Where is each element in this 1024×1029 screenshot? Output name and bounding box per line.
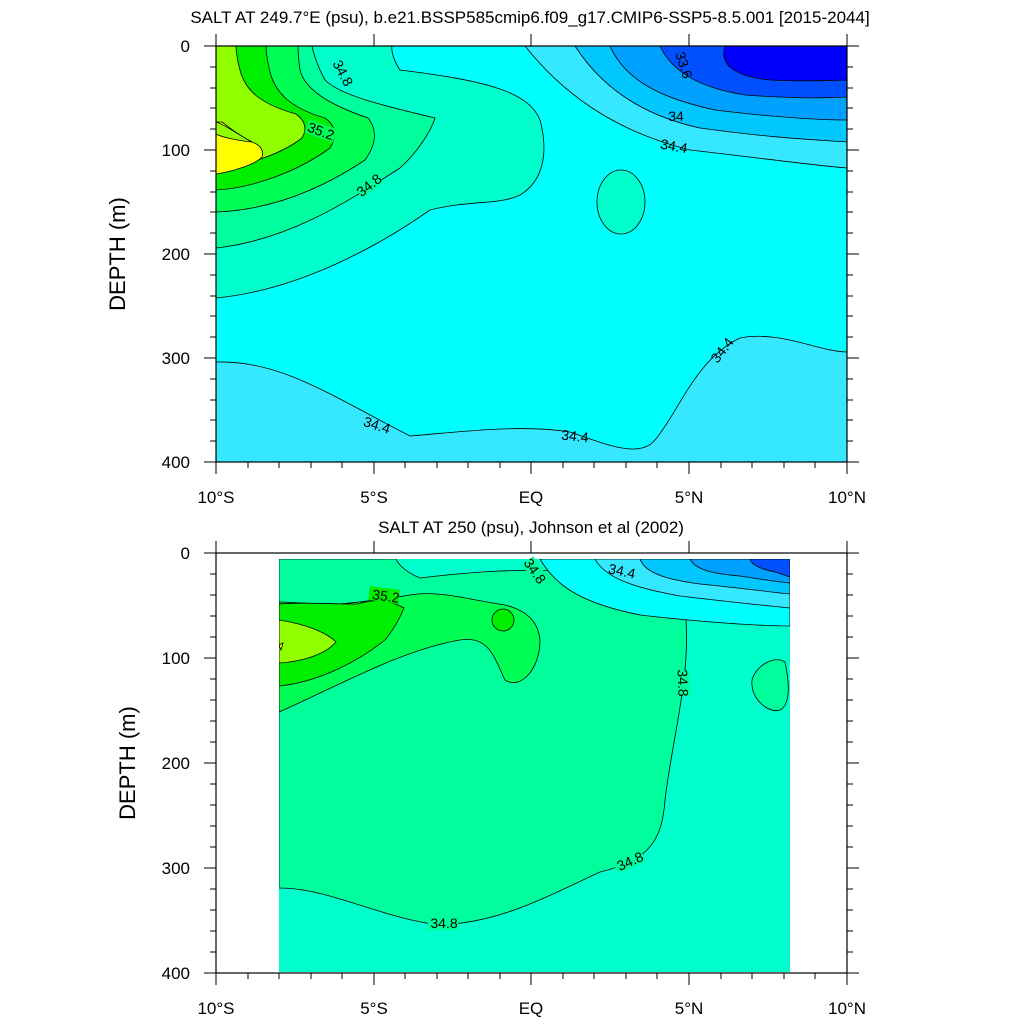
top-y-tick-label: 100 — [162, 141, 190, 160]
top-x-ticks — [215, 34, 848, 474]
bottom-contour-label: 35.2 — [371, 586, 400, 606]
bottom-y-tick-label: 0 — [181, 544, 190, 563]
bottom-x-tick-label: 5°N — [675, 999, 704, 1018]
bottom-fill-35.4 — [279, 619, 337, 664]
top-y-tick-label: 300 — [162, 349, 190, 368]
bottom-y-tick-label: 300 — [162, 859, 190, 878]
top-y-tick-label: 400 — [162, 453, 190, 472]
top-plot: 34.8 35.2 34.8 33.6 34 34.4 34.4 34.4 34… — [105, 34, 866, 507]
top-x-tick-label: 5°N — [675, 488, 704, 507]
bottom-y-tick-label: 100 — [162, 649, 190, 668]
bottom-fill-34.8-eddy — [751, 659, 789, 712]
bottom-contour-label: 34.8 — [430, 915, 457, 931]
bottom-fill-35.2-eddy — [491, 608, 515, 632]
bottom-fill-35.2 — [279, 600, 405, 687]
top-x-tick-label: 10°N — [828, 488, 866, 507]
top-x-tick-label: 10°S — [197, 488, 234, 507]
bottom-x-tick-label: 10°N — [828, 999, 866, 1018]
bottom-x-ticks — [215, 541, 848, 985]
top-y-tick-label: 200 — [162, 245, 190, 264]
bottom-y-tick-label: 200 — [162, 754, 190, 773]
bottom-contour-label: 34.4 — [607, 560, 637, 581]
bottom-x-tick-label: 5°S — [360, 999, 388, 1018]
top-fill-34.6-eddy — [596, 169, 646, 235]
top-contour-label: 34.4 — [659, 136, 689, 157]
top-x-tick-label: EQ — [519, 488, 544, 507]
top-chart-title: SALT AT 249.7°E (psu), b.e21.BSSP585cmip… — [190, 8, 869, 27]
bottom-y-ticks — [204, 552, 859, 974]
top-contour-label: 34.4 — [561, 427, 590, 446]
bottom-fill-33.6 — [749, 559, 790, 578]
top-contour-label: 34 — [668, 108, 684, 124]
top-y-ticks — [204, 45, 859, 463]
top-y-tick-label: 0 — [181, 37, 190, 56]
top-fill-33.6 — [723, 46, 847, 82]
bottom-contour-label: 34.8 — [675, 669, 692, 697]
bottom-x-tick-label: EQ — [519, 999, 544, 1018]
bottom-y-tick-label: 400 — [162, 964, 190, 983]
bottom-y-axis-label: DEPTH (m) — [115, 706, 140, 820]
bottom-contour-labels: 35.2 34.8 34.4 34.8 34.8 34.8 — [368, 555, 691, 931]
bottom-chart-title: SALT AT 250 (psu), Johnson et al (2002) — [378, 518, 684, 537]
bottom-plot: 35.2 34.8 34.4 34.8 34.8 34.8 0 100 200 … — [115, 541, 866, 1018]
bottom-fill-35.6 — [279, 642, 284, 652]
top-fill-deep-34.4 — [216, 335, 847, 462]
top-y-axis-label: DEPTH (m) — [105, 197, 130, 311]
top-x-tick-label: 5°S — [360, 488, 388, 507]
bottom-x-tick-label: 10°S — [197, 999, 234, 1018]
